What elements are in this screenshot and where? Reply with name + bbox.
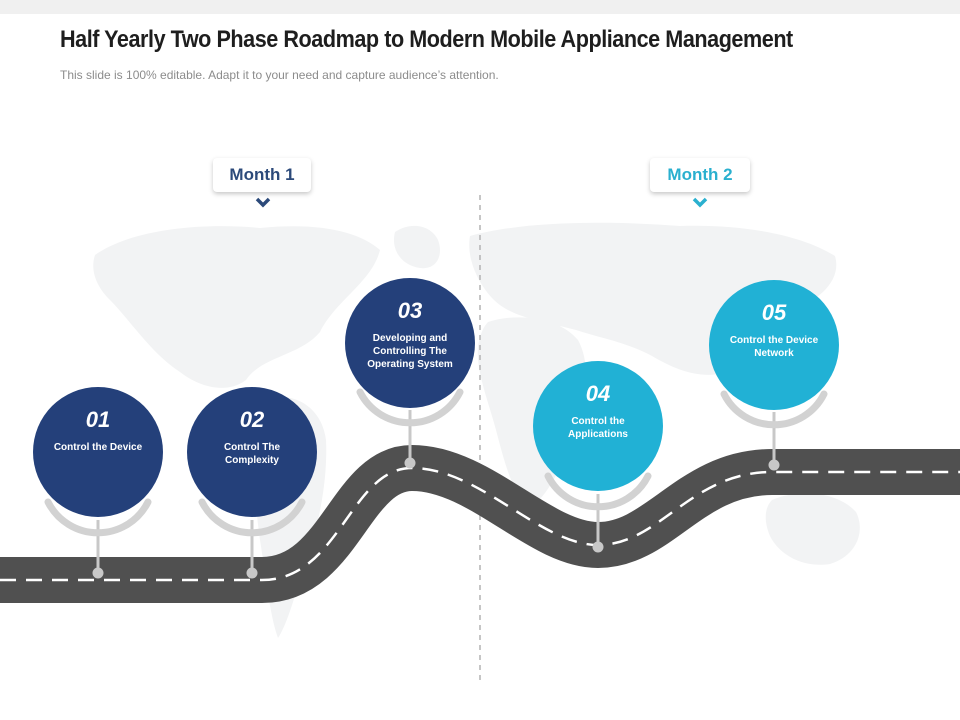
chevron-down-icon [255,197,271,208]
road-center-line [0,466,960,582]
milestone-04: 04 Control the Applications [533,361,663,491]
page-subtitle: This slide is 100% editable. Adapt it to… [60,68,499,82]
milestone-label: Control the Applications [567,416,628,440]
milestone-number: 01 [85,407,111,432]
milestone-label: Developing and Controlling The Operating… [367,333,453,370]
phase-label-month-1: Month 1 [213,158,311,192]
milestone-03: 03 Developing and Controlling The Operat… [345,278,475,408]
milestone-05: 05 Control the Device Network [709,280,839,410]
milestone-label: Control the Device Network [729,335,819,359]
milestone-label: Control The Complexity [223,442,281,466]
milestone-number: 02 [239,407,265,432]
milestone-number: 03 [397,298,423,323]
milestone-02: 02 Control The Complexity [187,387,317,517]
milestone-pins [92,410,780,579]
phase-label-month-2: Month 2 [650,158,750,192]
milestone-label: Control the Device [53,442,143,453]
milestone-number: 05 [761,300,787,325]
top-bar [0,0,960,14]
page-title: Half Yearly Two Phase Roadmap to Modern … [60,26,793,53]
chevron-down-icon [692,197,708,208]
circle-shadows [44,388,828,537]
milestone-01: 01 Control the Device [33,387,163,517]
milestone-number: 04 [585,381,611,406]
